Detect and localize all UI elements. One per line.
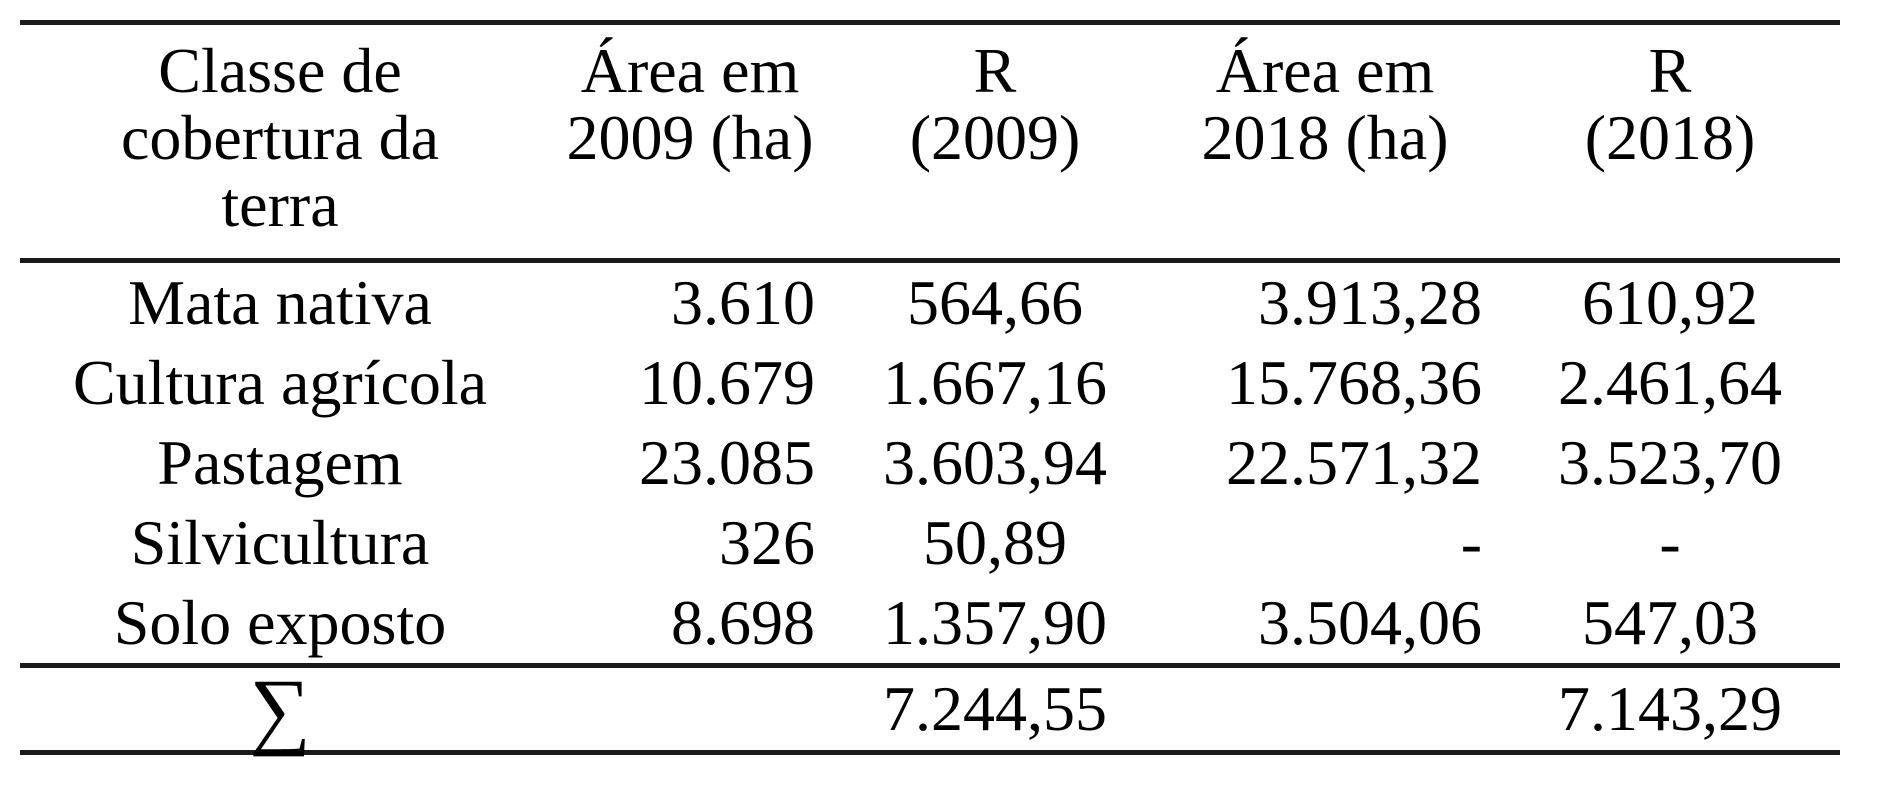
cell-r-2018: -: [1659, 507, 1681, 578]
header-line: R: [973, 35, 1017, 106]
table-row: Solo exposto 8.698 1.357,90 3.504,06 547…: [20, 583, 1840, 666]
col-header-r-2009: R (2009): [840, 23, 1150, 261]
cell-r-2009: 1.357,90: [883, 587, 1107, 658]
land-cover-valuation-table: Classe de cobertura da terra Área em 200…: [20, 20, 1840, 755]
header-line: cobertura da: [120, 102, 440, 173]
cell-area-2009: 3.610: [671, 267, 815, 338]
cell-r-2018: 610,92: [1582, 267, 1758, 338]
header-line: (2018): [1584, 102, 1756, 173]
header-line: 2018 (ha): [1201, 102, 1449, 173]
header-line: 2009 (ha): [566, 102, 814, 173]
col-header-area-2018: Área em 2018 (ha): [1150, 23, 1500, 261]
cell-area-2009: 10.679: [639, 347, 815, 418]
table-row: Silvicultura 326 50,89 - -: [20, 503, 1840, 583]
col-header-area-2009: Área em 2009 (ha): [540, 23, 840, 261]
header-line: R: [1648, 35, 1692, 106]
col-header-classe-cobertura: Classe de cobertura da terra: [20, 23, 540, 261]
total-area-2018: [1150, 666, 1500, 753]
header-line: Área em: [1215, 35, 1435, 106]
cell-area-2018: 3.504,06: [1258, 587, 1482, 658]
header-line: (2009): [909, 102, 1081, 173]
total-r-2009: 7.244,55: [883, 673, 1107, 744]
cell-classe: Silvicultura: [130, 507, 430, 578]
cell-classe: Solo exposto: [113, 587, 447, 658]
cell-area-2009: 326: [719, 507, 815, 578]
table-header-row: Classe de cobertura da terra Área em 200…: [20, 23, 1840, 261]
cell-area-2018: 22.571,32: [1226, 427, 1482, 498]
cell-r-2018: 3.523,70: [1558, 427, 1782, 498]
sum-symbol: ∑: [249, 661, 311, 757]
col-header-r-2018: R (2018): [1500, 23, 1840, 261]
cell-r-2018: 2.461,64: [1558, 347, 1782, 418]
total-r-2018: 7.143,29: [1558, 673, 1782, 744]
cell-r-2009: 564,66: [907, 267, 1083, 338]
total-area-2009: [540, 666, 840, 753]
table-row: Mata nativa 3.610 564,66 3.913,28 610,92: [20, 261, 1840, 344]
cell-r-2009: 1.667,16: [883, 347, 1107, 418]
table-row: Pastagem 23.085 3.603,94 22.571,32 3.523…: [20, 423, 1840, 503]
cell-r-2009: 50,89: [923, 507, 1067, 578]
cell-classe: Pastagem: [157, 427, 403, 498]
cell-classe: Mata nativa: [128, 267, 432, 338]
cell-area-2009: 8.698: [671, 587, 815, 658]
cell-area-2009: 23.085: [639, 427, 815, 498]
cell-area-2018: 15.768,36: [1226, 347, 1482, 418]
header-line: terra: [221, 169, 339, 240]
total-row: ∑ 7.244,55 7.143,29: [20, 661, 1840, 757]
cell-r-2009: 3.603,94: [883, 427, 1107, 498]
cell-area-2018: -: [1460, 507, 1482, 578]
header-line: Classe de: [158, 35, 402, 106]
cell-r-2018: 547,03: [1582, 587, 1758, 658]
cell-area-2018: 3.913,28: [1258, 267, 1482, 338]
header-line: Área em: [580, 35, 800, 106]
cell-classe: Cultura agrícola: [72, 347, 488, 418]
table-row: Cultura agrícola 10.679 1.667,16 15.768,…: [20, 343, 1840, 423]
